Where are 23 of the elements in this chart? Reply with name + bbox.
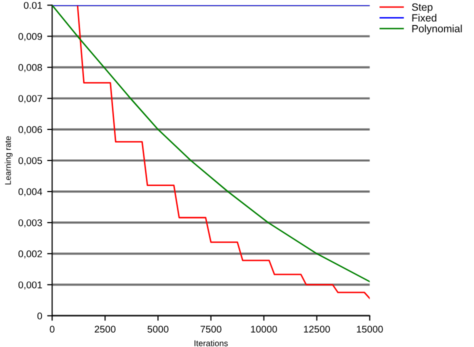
y-tick-label: 0 [37, 312, 42, 320]
y-tick-label: 0,002 [18, 250, 42, 258]
y-tick-label: 0,001 [18, 281, 42, 290]
y-tick-label: 0,007 [18, 95, 42, 104]
y-tick-label: 0,006 [18, 126, 42, 134]
x-axis-title: Iterations [194, 340, 228, 346]
x-tick-label: 15000 [356, 326, 383, 333]
x-tick-label: 0 [50, 326, 54, 333]
legend-label: Polynomial [412, 24, 462, 34]
legend-label: Step [412, 3, 432, 13]
x-tick-label: 12500 [304, 326, 330, 333]
y-axis-title: Learning rate [4, 136, 13, 184]
x-tick-label: 2500 [94, 326, 116, 333]
x-tick-label: 10000 [251, 326, 277, 333]
legend-label: Fixed [412, 14, 436, 22]
y-tick-label: 0,005 [18, 157, 42, 166]
y-tick-label: 0,004 [18, 188, 42, 196]
y-tick-label: 0.01 [24, 2, 42, 9]
y-tick-label: 0,009 [18, 32, 42, 42]
y-tick-label: 0,003 [18, 219, 42, 228]
x-tick-label: 7500 [200, 326, 222, 333]
y-tick-label: 0,008 [18, 64, 42, 72]
x-tick-label: 5000 [148, 326, 168, 333]
